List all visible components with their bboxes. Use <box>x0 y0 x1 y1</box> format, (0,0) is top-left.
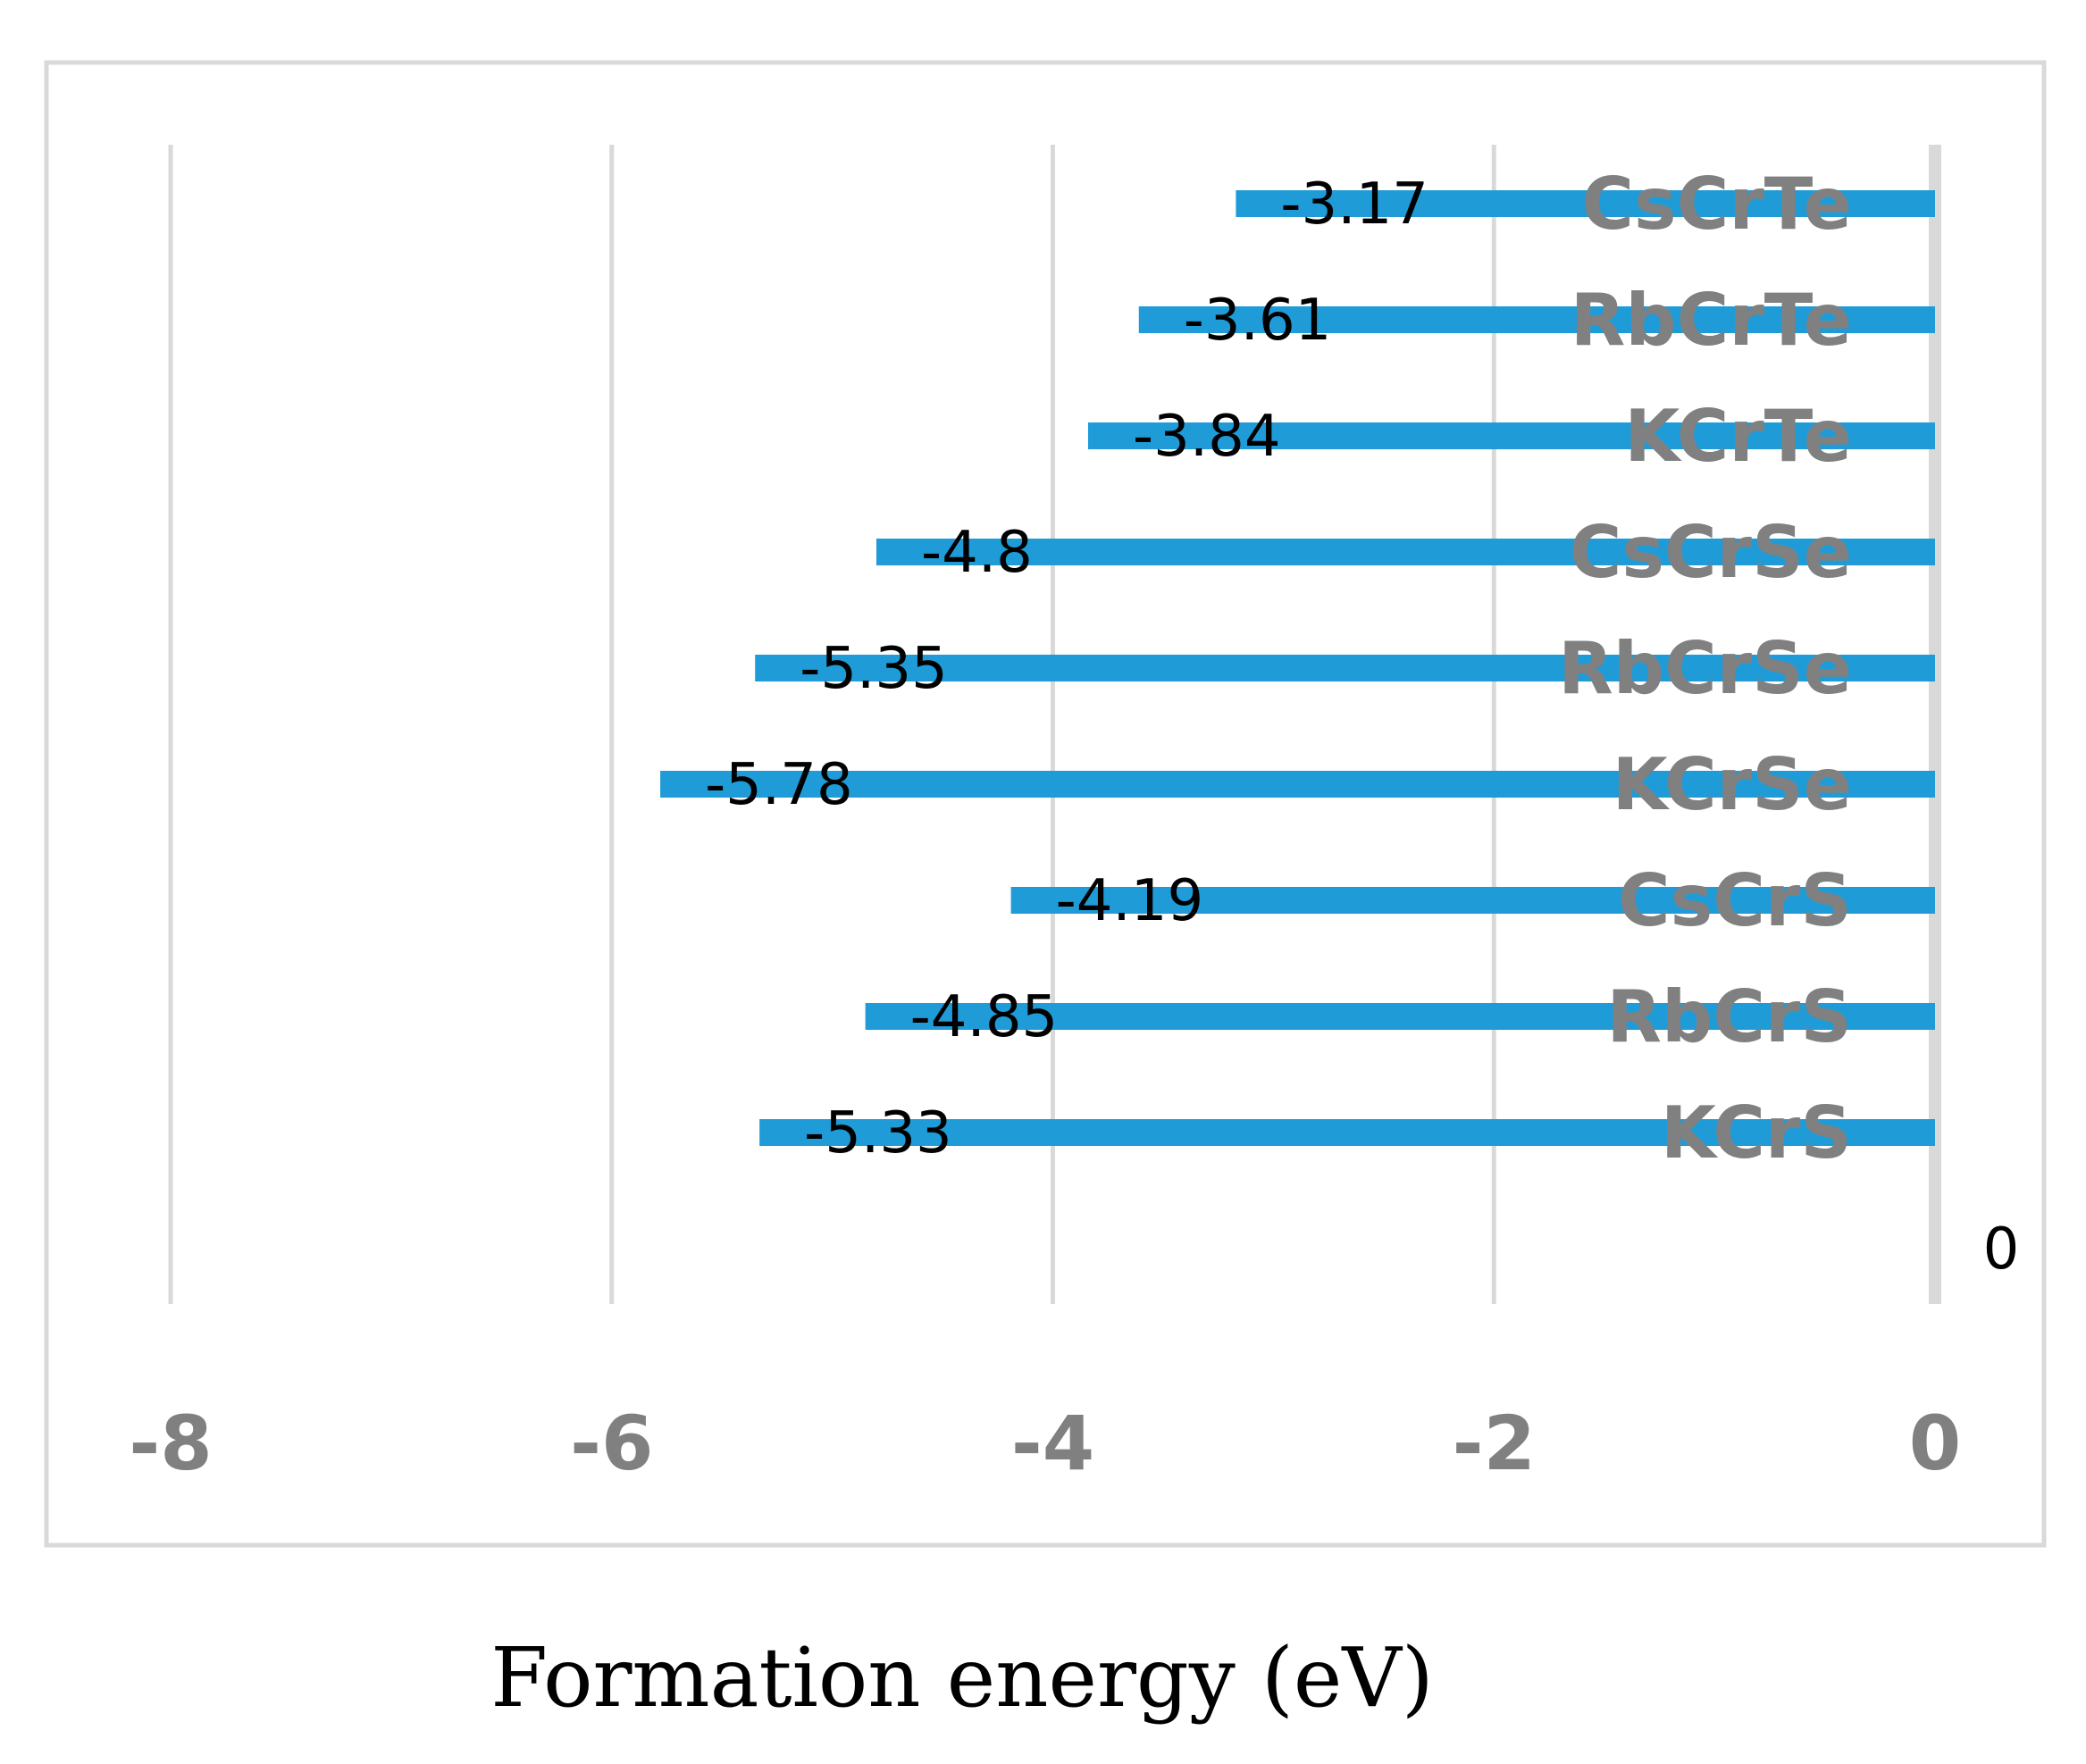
category-label: RbCrTe <box>1571 279 1852 362</box>
x-tick-label: -8 <box>129 1400 212 1487</box>
category-label: RbCrS <box>1606 975 1852 1058</box>
x-tick-label: -6 <box>570 1400 653 1487</box>
x-tick-labels: -8 -6 -4 -2 0 <box>129 1400 1961 1487</box>
x-tick-label: 0 <box>1909 1400 1961 1487</box>
category-label: RbCrSe <box>1558 627 1852 710</box>
data-label: -3.84 <box>1133 404 1281 470</box>
bar <box>1010 887 1935 914</box>
bar <box>1138 306 1935 333</box>
bar <box>876 539 1935 565</box>
category-labels: KCrS RbCrS CsCrS KCrSe RbCrSe CsCrSe KCrTe RbCr… <box>1558 163 1852 1175</box>
bar <box>865 1003 1935 1030</box>
gridlines <box>168 145 1941 1304</box>
bar <box>1088 422 1935 449</box>
category-label: KCrTe <box>1624 395 1852 478</box>
x-tick-label: -4 <box>1011 1400 1094 1487</box>
bar <box>660 771 1935 798</box>
bar <box>759 1119 1935 1146</box>
data-label: -5.78 <box>705 752 853 818</box>
category-label: CsCrS <box>1618 859 1852 942</box>
bar <box>755 655 1935 681</box>
data-label: -4.8 <box>921 520 1033 586</box>
x-axis-title: Formation energy (eV) <box>490 1630 1433 1726</box>
category-label: KCrS <box>1661 1091 1852 1175</box>
data-label: -4.19 <box>1056 868 1204 934</box>
data-label: -5.35 <box>800 636 948 702</box>
bar <box>1236 190 1935 217</box>
x-tick-label: -2 <box>1453 1400 1536 1487</box>
bars <box>660 190 1935 1146</box>
category-label: CsCrSe <box>1570 511 1852 594</box>
data-label: -5.33 <box>804 1100 952 1166</box>
data-label: -3.61 <box>1184 288 1332 354</box>
data-label: -4.85 <box>910 984 1059 1050</box>
zero-axis-label: 0 <box>1983 1216 2020 1283</box>
category-label: CsCrTe <box>1581 163 1852 246</box>
data-label: -3.17 <box>1280 171 1428 238</box>
data-labels: -5.33 -4.85 -4.19 -5.78 -5.35 -4.8 -3.84 -3.61 -… <box>705 171 1428 1166</box>
category-label: KCrSe <box>1613 743 1852 826</box>
